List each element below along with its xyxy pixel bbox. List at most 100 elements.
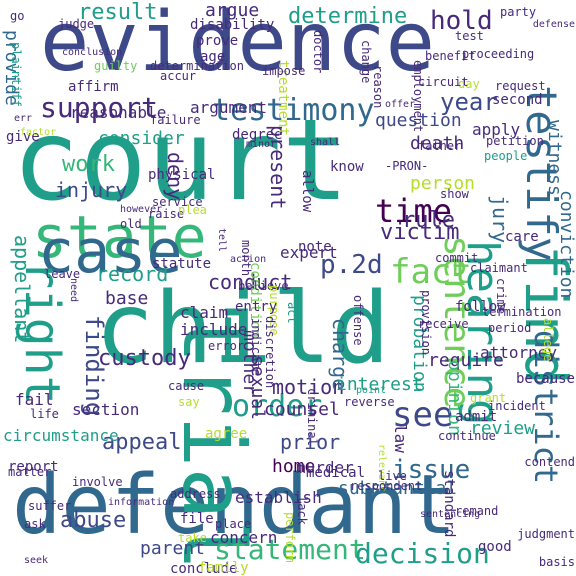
cloud-word: show [440,187,469,201]
cloud-word: rule [402,208,455,233]
cloud-word: fail [15,390,54,409]
cloud-word: substantial [338,478,458,499]
cloud-word: live [378,469,407,483]
cloud-word: basis [538,555,575,569]
cloud-word: statute [152,256,212,272]
cloud-word: allege [541,318,555,362]
cloud-word: impose [262,64,306,78]
cloud-word: allow [299,170,315,213]
cloud-word: hold [430,6,493,36]
cloud-word: incident [488,399,546,413]
cloud-word: circumstance [3,426,119,445]
cloud-word: counsel [264,399,340,420]
cloud-word: apply [472,120,521,139]
cloud-word: reasonable [70,103,167,122]
cloud-word: error [208,339,245,353]
cloud-word: fact [390,252,472,292]
cloud-word: agree [205,426,248,442]
cloud-word: act [285,302,299,324]
cloud-word: defendant [12,458,457,553]
cloud-word: reverse [344,395,395,409]
cloud-word: abuse [60,508,127,533]
cloud-word: go [10,9,25,23]
cloud-word: offer [385,99,416,110]
cloud-word: appellant [10,235,34,344]
cloud-word: person [410,173,476,194]
cloud-word: conclusion [62,47,123,58]
cloud-word: believe [238,279,289,293]
cloud-word: witness [544,120,565,196]
cloud-word: prior [280,430,341,454]
cloud-word: tell [216,228,227,253]
cloud-word: death [410,133,465,154]
cloud-word: argue [205,0,260,21]
cloud-word: case [38,217,183,287]
cloud-word: concern [210,528,278,547]
cloud-word: age [200,49,226,65]
cloud-word: old [120,217,142,231]
cloud-word: court [12,96,350,226]
cloud-word: parent [140,538,206,559]
cloud-word: cause [168,379,205,393]
cloud-word: plaintiff [9,42,23,108]
cloud-word: however [120,204,163,215]
cloud-word: issue [392,455,471,485]
cloud-word: determination [150,59,244,73]
cloud-word: factor [20,127,57,138]
cloud-word: action [230,254,267,265]
cloud-word: expert [280,243,338,262]
cloud-word: year [440,88,498,116]
cloud-word: degree [232,127,283,143]
cloud-word: determine [288,4,408,29]
cloud-word: because [515,371,575,387]
cloud-word: lack [295,496,309,525]
cloud-word: request [495,79,546,93]
cloud-word: prove [196,33,239,49]
cloud-word: conclude [170,561,238,576]
cloud-word: accur [160,69,197,83]
cloud-word: care [505,229,539,245]
cloud-word: murder [296,458,354,477]
cloud-word: service [152,195,203,209]
cloud-word: family [198,560,249,576]
cloud-word: work [62,152,115,177]
cloud-word: criminal [305,388,319,446]
cloud-word: life [30,407,59,421]
cloud-word: take [178,531,207,545]
cloud-word: medical [306,465,366,481]
cloud-word: statement [214,533,366,566]
cloud-word: shall [310,137,341,148]
cloud-word: base [105,288,149,309]
cloud-word: plea [178,203,207,217]
cloud-word: reason [371,65,385,109]
cloud-word: people [484,149,528,163]
cloud-word: appeal [102,430,182,455]
cloud-word: employment [411,60,425,133]
cloud-word: need [68,278,79,303]
cloud-word: physical [148,167,216,183]
cloud-word: involve [72,475,123,489]
cloud-word: give [6,129,40,145]
cloud-word: judge [58,17,95,31]
cloud-word: entry [235,299,278,315]
cloud-word: review [470,418,536,439]
cloud-word: conduct [208,270,293,294]
cloud-word: claimant [470,261,528,275]
cloud-word: test [455,29,484,43]
cloud-word: respondent [350,479,423,493]
cloud-word: remand [455,504,499,518]
cloud-word: doctor [311,30,325,74]
cloud-word: continue [438,429,496,443]
cloud-word: -PRON- [385,159,429,173]
cloud-word: offense [351,295,365,346]
cloud-word: discretion [263,316,277,389]
cloud-word: injury [55,178,128,202]
cloud-word: consider [98,128,185,149]
cloud-word: attorney [480,343,558,362]
cloud-word: good [478,539,512,555]
cloud-word: include [180,320,248,339]
cloud-word: conviction [556,190,576,299]
cloud-word: guilty [94,59,138,73]
cloud-word: order [232,389,323,424]
cloud-word: termination [482,305,562,319]
